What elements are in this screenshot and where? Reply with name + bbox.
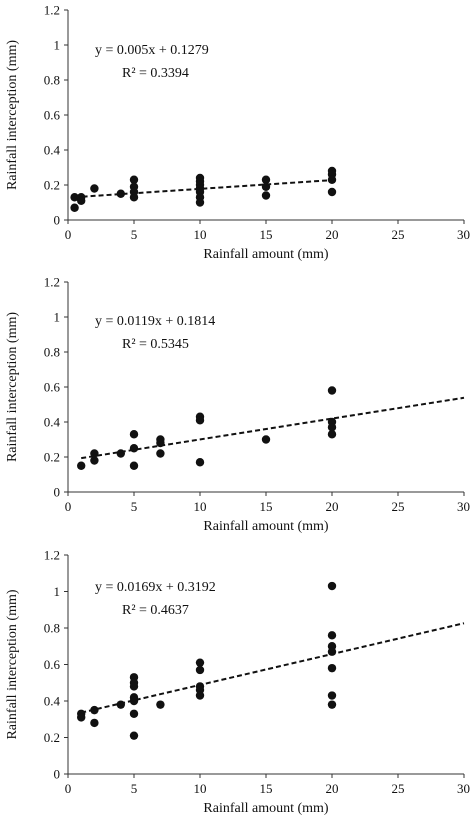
- x-tick-label: 15: [260, 227, 273, 242]
- data-point: [129, 193, 139, 202]
- data-point: [77, 713, 86, 722]
- x-tick-label: 30: [457, 499, 470, 514]
- y-tick-label: 1: [54, 584, 61, 599]
- regression-equation: y = 0.0119x + 0.1814: [95, 314, 215, 329]
- data-point: [77, 196, 86, 205]
- data-point: [129, 175, 139, 184]
- data-point: [70, 193, 79, 202]
- y-axis-label: Rainfall interception (mm): [5, 589, 20, 739]
- data-point: [77, 461, 86, 470]
- data-point: [327, 663, 337, 673]
- y-tick-label: 0.8: [44, 73, 60, 88]
- x-axis-label: Rainfall amount (mm): [203, 247, 329, 262]
- x-axis-label: Rainfall amount (mm): [203, 801, 329, 816]
- data-point: [327, 430, 337, 439]
- y-tick-label: 1.2: [44, 3, 60, 18]
- y-tick-label: 0.4: [44, 415, 61, 430]
- scatter-panel-1: 0 0.2 0.4 0.6 0.8 1 1.2 0 5 10 15 20 25 30 Rainfall am…: [5, 3, 470, 263]
- y-tick-label: 1: [54, 38, 61, 53]
- data-point: [90, 705, 99, 715]
- x-tick-label: 20: [326, 499, 339, 514]
- data-point: [195, 658, 205, 667]
- y-tick-label: 0.2: [44, 450, 60, 465]
- x-tick-label: 25: [392, 781, 405, 796]
- scatter-panel-2: 0 0.2 0.4 0.6 0.8 1 1.2 0 5 10 15 20 25 30 Rainfall am…: [5, 275, 470, 535]
- x-tick-label: 10: [194, 227, 207, 242]
- y-tick-label: 0: [54, 213, 61, 228]
- scatter-panel-3: 0 0.2 0.4 0.6 0.8 1 1.2 0 5 10 15 20 25 30 Rainfall am…: [5, 548, 470, 817]
- data-point: [129, 709, 139, 718]
- regression-equation: y = 0.005x + 0.1279: [95, 43, 209, 58]
- y-tick-label: 0.6: [44, 657, 61, 672]
- x-tick-label: 0: [65, 781, 72, 796]
- data-point: [116, 189, 126, 198]
- trendline: [81, 396, 465, 460]
- x-axis-label: Rainfall amount (mm): [203, 519, 329, 534]
- y-tick-label: 0: [54, 767, 61, 782]
- x-tick-label: 30: [457, 227, 470, 242]
- data-point: [327, 700, 337, 709]
- data-point: [327, 631, 337, 640]
- x-tick-label: 5: [131, 227, 138, 242]
- x-tick-label: 15: [260, 781, 273, 796]
- data-point: [327, 581, 337, 591]
- x-tick-label: 5: [131, 781, 138, 796]
- y-tick-label: 0.8: [44, 345, 60, 360]
- y-tick-label: 0.4: [44, 143, 61, 158]
- data-point: [327, 187, 337, 197]
- data-point: [90, 718, 99, 728]
- x-tick-label: 0: [65, 227, 72, 242]
- data-point: [129, 682, 139, 691]
- data-point: [195, 665, 205, 675]
- data-point: [261, 191, 271, 200]
- data-point: [195, 416, 205, 425]
- x-tick-label: 30: [457, 781, 470, 796]
- x-tick-label: 15: [260, 499, 273, 514]
- data-point: [261, 435, 271, 444]
- y-tick-label: 1.2: [44, 548, 60, 563]
- data-point: [327, 691, 337, 700]
- data-point: [156, 700, 165, 709]
- y-tick-label: 0.2: [44, 730, 60, 745]
- regression-equation: y = 0.0169x + 0.3192: [95, 580, 216, 595]
- data-point: [327, 386, 337, 395]
- data-point: [261, 175, 271, 184]
- x-tick-label: 10: [194, 499, 207, 514]
- data-point: [327, 423, 337, 432]
- y-tick-label: 1.2: [44, 275, 60, 290]
- data-point: [156, 449, 165, 458]
- data-point: [195, 458, 205, 467]
- x-tick-label: 0: [65, 499, 72, 514]
- data-point: [195, 691, 205, 700]
- y-tick-label: 0: [54, 485, 61, 500]
- data-point: [129, 461, 139, 470]
- x-tick-label: 20: [326, 781, 339, 796]
- data-point: [129, 430, 139, 439]
- trendline: [74, 179, 333, 199]
- x-tick-label: 5: [131, 499, 138, 514]
- data-point: [90, 184, 99, 193]
- data-point: [90, 456, 99, 465]
- data-point: [195, 198, 205, 207]
- y-tick-label: 0.6: [44, 380, 61, 395]
- r-squared-label: R² = 0.4637: [122, 603, 189, 618]
- y-tick-label: 0.2: [44, 178, 60, 193]
- trendline: [80, 622, 465, 714]
- y-tick-label: 0.8: [44, 621, 60, 636]
- data-point: [129, 731, 139, 740]
- x-tick-label: 25: [392, 499, 405, 514]
- x-tick-label: 20: [326, 227, 339, 242]
- r-squared-label: R² = 0.3394: [122, 66, 189, 81]
- y-tick-label: 0.4: [44, 694, 61, 709]
- x-tick-label: 25: [392, 227, 405, 242]
- y-axis-label: Rainfall interception (mm): [5, 312, 20, 462]
- data-point: [70, 203, 79, 212]
- x-tick-label: 10: [194, 781, 207, 796]
- r-squared-label: R² = 0.5345: [122, 337, 189, 352]
- data-point: [327, 175, 337, 184]
- y-axis-label: Rainfall interception (mm): [5, 40, 20, 190]
- y-tick-label: 0.6: [44, 108, 61, 123]
- y-tick-label: 1: [54, 310, 61, 325]
